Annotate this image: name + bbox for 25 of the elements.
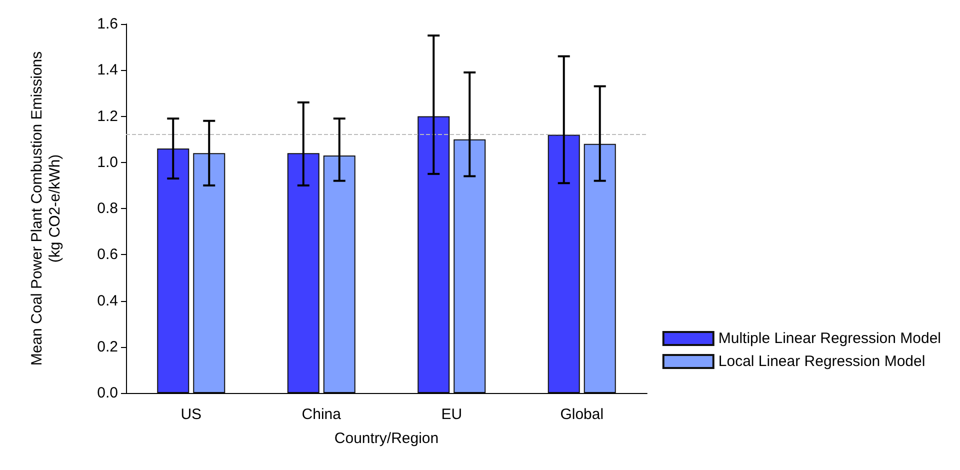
y-tick-label: 0.0 bbox=[97, 384, 118, 402]
bar bbox=[287, 153, 320, 393]
y-tick-label: 0.8 bbox=[97, 200, 118, 217]
bar bbox=[157, 148, 190, 393]
y-axis-title: Mean Coal Power Plant Combustion Emissions (kg CO2-e/kWh) bbox=[28, 51, 64, 366]
x-tick-label: EU bbox=[441, 406, 462, 423]
y-tick-label: 1.2 bbox=[97, 108, 118, 125]
x-tick-label: Global bbox=[560, 406, 604, 423]
y-tick-label: 0.6 bbox=[97, 246, 118, 264]
bar bbox=[418, 116, 450, 393]
bar bbox=[454, 139, 486, 393]
y-tick-label: 0.4 bbox=[97, 292, 118, 310]
bar bbox=[323, 155, 356, 393]
x-axis-title: Country/Region bbox=[334, 430, 439, 447]
bar bbox=[193, 153, 226, 393]
x-tick-label: US bbox=[180, 406, 202, 423]
y-tick-label: 1.0 bbox=[97, 154, 118, 171]
y-tick-label: 1.4 bbox=[97, 62, 118, 79]
x-tick-label: China bbox=[302, 406, 342, 423]
legend-label: Local Linear Regression Model bbox=[718, 353, 926, 370]
y-tick-label: 0.2 bbox=[97, 338, 118, 356]
legend-label: Multiple Linear Regression Model bbox=[718, 330, 942, 347]
bar bbox=[548, 134, 580, 393]
bar bbox=[584, 144, 616, 393]
y-tick-label: 1.6 bbox=[97, 16, 118, 32]
